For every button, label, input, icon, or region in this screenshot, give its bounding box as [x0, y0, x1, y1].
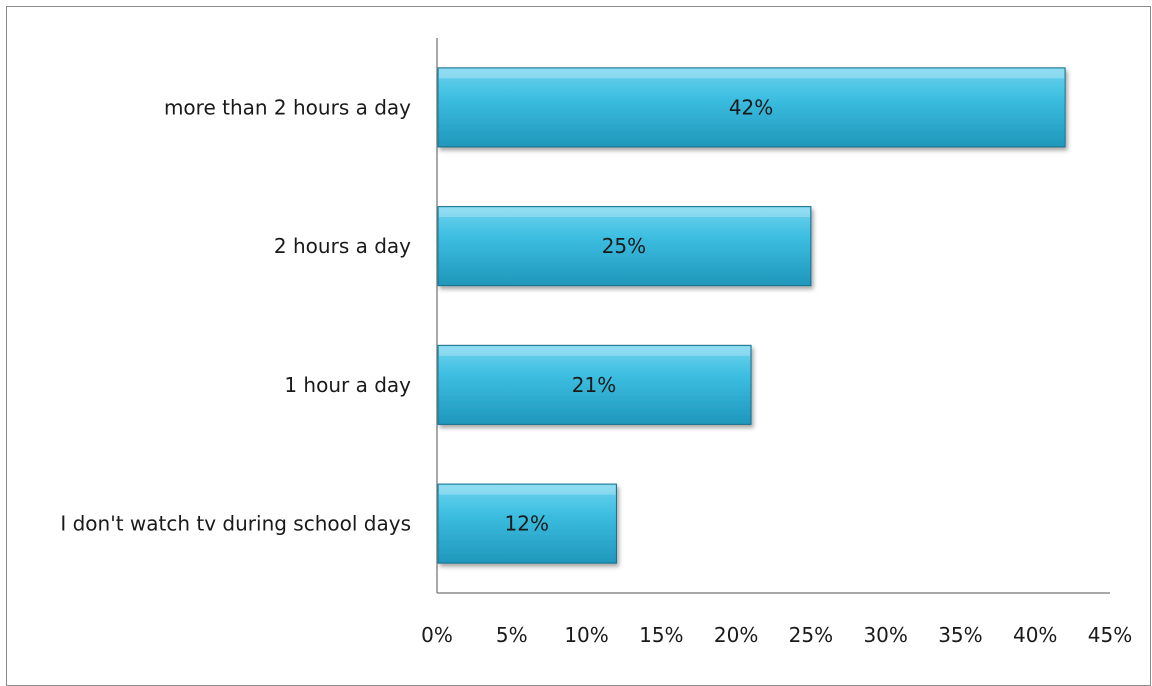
x-tick-label-2: 10% — [564, 623, 608, 647]
data-label-1: 25% — [602, 234, 646, 258]
x-tick-label-0: 0% — [421, 623, 453, 647]
category-labels: more than 2 hours a day 2 hours a day 1 ho… — [60, 95, 411, 535]
x-axis-ticks: 0% 5% 10% 15% 20% 25% 30% 35% 40% 45% — [421, 623, 1132, 647]
x-tick-label-1: 5% — [496, 623, 528, 647]
x-tick-label-7: 35% — [938, 623, 982, 647]
data-labels: 42% 25% 21% 12% — [505, 95, 774, 535]
bar-2 — [437, 344, 752, 425]
data-label-3: 12% — [505, 512, 549, 536]
data-label-0: 42% — [729, 95, 773, 119]
x-tick-label-4: 20% — [714, 623, 758, 647]
bar-highlight-1 — [439, 207, 810, 218]
category-label-2: 1 hour a day — [284, 373, 411, 397]
category-label-1: 2 hours a day — [274, 234, 411, 258]
bar-3 — [437, 483, 617, 564]
bar-highlight-2 — [439, 346, 751, 356]
x-tick-label-9: 45% — [1088, 623, 1132, 647]
x-tick-label-3: 15% — [639, 623, 683, 647]
x-tick-label-5: 25% — [789, 623, 833, 647]
category-label-0: more than 2 hours a day — [164, 95, 411, 119]
x-tick-label-6: 30% — [863, 623, 907, 647]
category-label-3: I don't watch tv during school days — [60, 512, 411, 536]
x-tick-label-8: 40% — [1013, 623, 1057, 647]
bar-0 — [437, 67, 1066, 148]
bars-layer — [437, 67, 1066, 564]
bar-highlight-0 — [439, 68, 1065, 79]
bar-highlight-3 — [439, 485, 616, 495]
data-label-2: 21% — [572, 373, 616, 397]
bar-1 — [437, 206, 812, 287]
